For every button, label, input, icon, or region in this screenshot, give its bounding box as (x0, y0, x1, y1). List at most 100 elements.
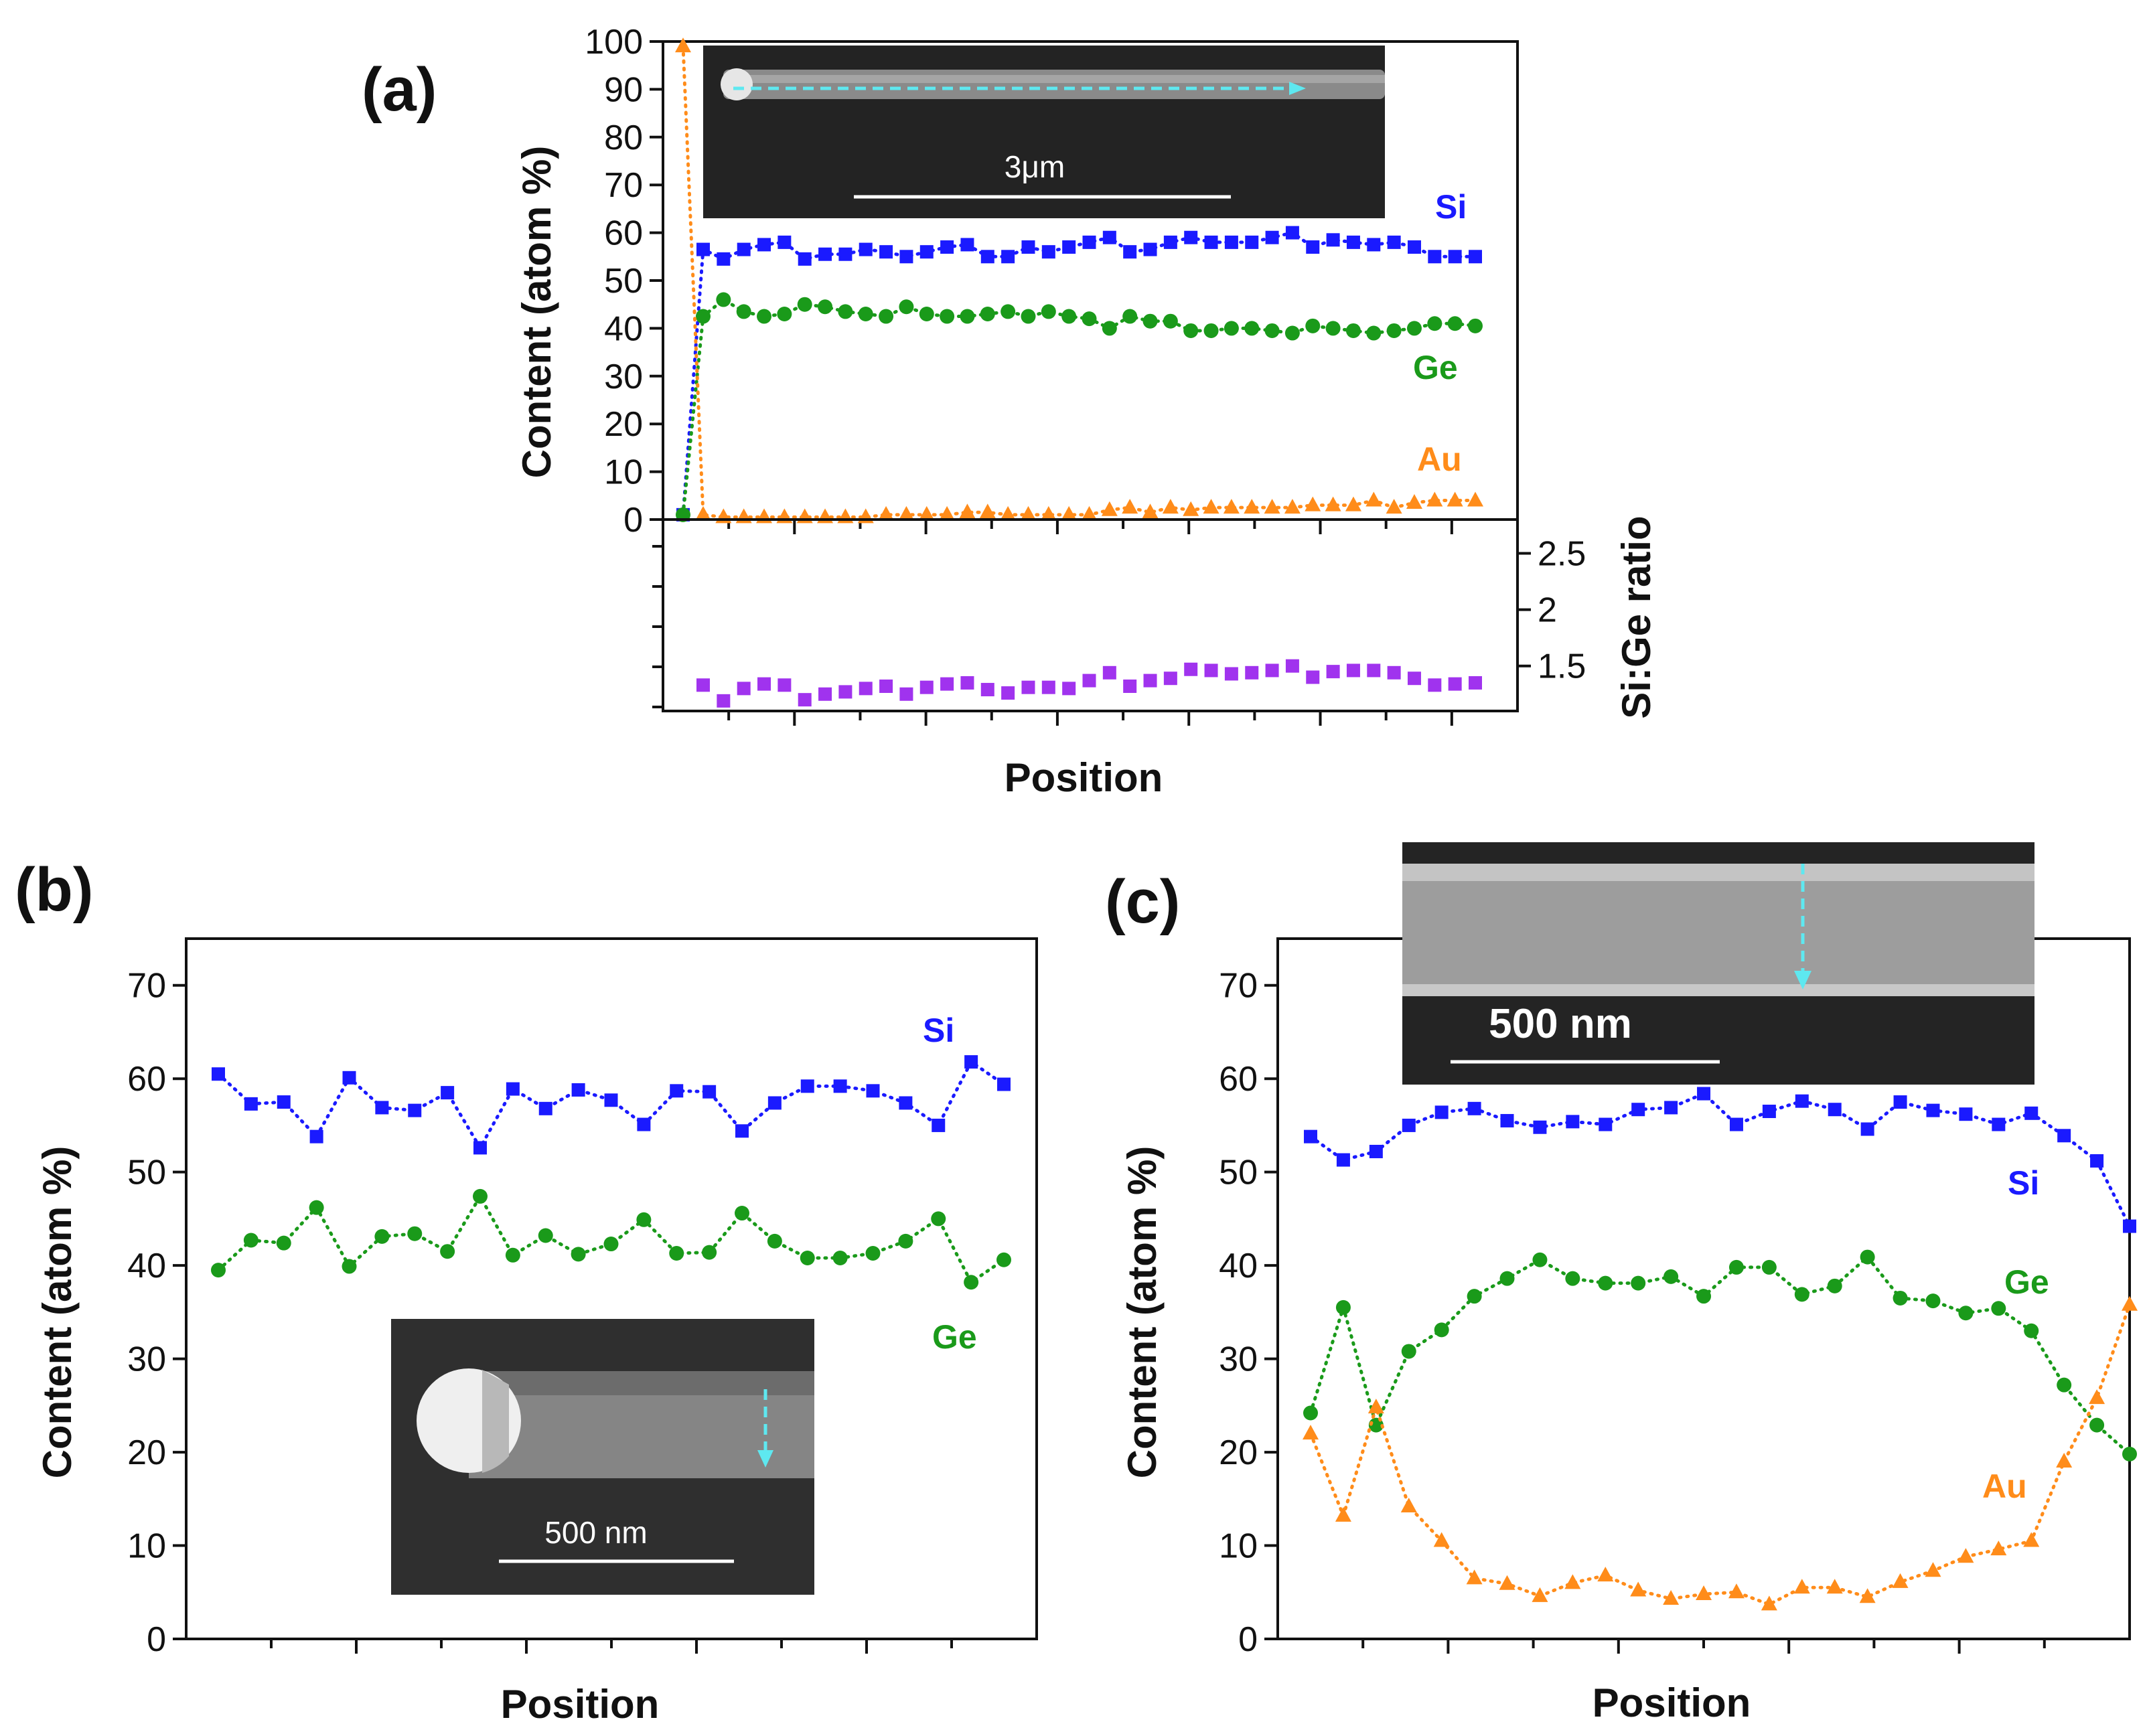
series-si-b-point (800, 1079, 814, 1093)
series-ge-a-point (858, 306, 873, 321)
series-ge-a-point (1284, 325, 1300, 341)
series-au-c-point (1957, 1548, 1974, 1563)
series-si-a-point (696, 242, 710, 256)
series-si-c-point (2057, 1129, 2071, 1143)
series-ge-a-point (1203, 323, 1219, 338)
series-ratio-point-a (1102, 665, 1116, 680)
series-si-a-point (1224, 235, 1238, 249)
series-ge-c-point (1761, 1259, 1777, 1275)
gold-tip-a (721, 68, 753, 100)
series-ge-a-point (1386, 323, 1402, 338)
series-au-a-point (1061, 505, 1078, 521)
series-si-c-point (2123, 1219, 2136, 1233)
y-tick-label: 2.5 (1538, 534, 1586, 573)
series-si-b-point (506, 1082, 520, 1096)
ratio-axis-title-a: Si:Ge ratio (1614, 516, 1659, 718)
y-tick-label: 40 (127, 1247, 166, 1285)
sem-inset-b: 500 nm (391, 1319, 814, 1595)
series-au-a-point (1467, 491, 1483, 507)
series-si-a-point (1143, 242, 1157, 256)
series-au-c-point (1335, 1506, 1351, 1522)
series-si-b-point (538, 1101, 552, 1115)
series-au-a-point (878, 505, 895, 521)
series-si-b-point (212, 1067, 225, 1081)
series-si-b-point (866, 1084, 880, 1098)
series-si-b-point (702, 1085, 717, 1099)
series-si-a-point (798, 252, 812, 266)
series-ge-b-point (702, 1245, 717, 1260)
x-axis-title-c: Position (1593, 1680, 1751, 1725)
series-ge-b-point (309, 1200, 324, 1215)
series-ratio-point-a (737, 682, 751, 696)
sem-inset-a: 3μm (703, 46, 1385, 218)
series-si-a-point (1041, 245, 1055, 259)
scale-label-b: 500 nm (544, 1515, 647, 1550)
series-ge-c-point (2057, 1377, 2072, 1393)
series-ge-a-point (1224, 321, 1239, 336)
y-tick-label: 50 (604, 262, 643, 301)
plot-a-bottom: 1.5 2 2.5 (652, 518, 1586, 726)
series-ratio-point-a (1387, 665, 1401, 680)
series-si-c-point (1828, 1103, 1842, 1117)
series-au-a-point (1365, 491, 1382, 507)
series-label-ge-a: Ge (1413, 349, 1458, 386)
series-ge-a-point (1061, 309, 1077, 324)
series-au-a-point (1000, 505, 1017, 521)
y-tick-label: 100 (585, 23, 643, 62)
y-tick-label: 10 (604, 453, 643, 492)
y-tick-label: 20 (1219, 1433, 1258, 1472)
y-tick-label: 30 (604, 358, 643, 396)
series-si-a-point (940, 240, 954, 254)
series-si-a-point (1428, 250, 1442, 264)
series-ge-a-point (696, 309, 711, 324)
series-si-a-point (1245, 235, 1259, 249)
series-label-si-a: Si (1435, 188, 1467, 226)
series-ge-c-point (1958, 1306, 1974, 1321)
series-ge-a-point (736, 304, 751, 319)
series-ge-c-point (1565, 1271, 1580, 1286)
series-ratio-point-a (1346, 663, 1360, 678)
series-au-a-point (1244, 499, 1260, 514)
series-ge-b-point (800, 1250, 815, 1265)
series-ge-b-point (571, 1247, 586, 1262)
series-ge-b-point (996, 1252, 1011, 1267)
series-si-c-point (1336, 1153, 1350, 1167)
series-si-c-point (1500, 1113, 1514, 1127)
series-ratio-point-a (1082, 674, 1096, 688)
series-si-b-point (964, 1055, 978, 1069)
series-si-b-point (604, 1093, 618, 1107)
series-si-a-point (1102, 230, 1116, 244)
series-ratio-point-a (1326, 665, 1340, 679)
series-au-c-point (1564, 1574, 1581, 1589)
tip-interface-b (482, 1370, 509, 1473)
series-si-c-point (1860, 1122, 1874, 1136)
series-ge-c-point (1401, 1344, 1416, 1359)
y-tick-label: 50 (1219, 1154, 1258, 1192)
y-tick-label: 40 (604, 309, 643, 348)
series-si-a-point (1123, 245, 1137, 259)
series-au-c-point (1728, 1583, 1745, 1599)
y-tick-label: 70 (127, 967, 166, 1006)
series-si-c-point (1729, 1117, 1743, 1131)
y-tick-label: 50 (127, 1154, 166, 1192)
series-ratio-point-a (696, 678, 710, 692)
y-tick-label: 30 (1219, 1340, 1258, 1379)
series-ratio-point-a (1469, 676, 1482, 690)
series-si-c-point (1402, 1118, 1416, 1132)
series-ge-b-point (473, 1188, 488, 1204)
y-axis-title-c: Content (atom %) (1120, 1146, 1165, 1479)
series-si-c-point (2024, 1106, 2039, 1120)
series-ratio-point-a (1204, 663, 1218, 678)
series-si-a-point (1163, 235, 1177, 249)
series-au-a-point (939, 505, 956, 521)
series-ge-a-point (1244, 321, 1260, 336)
series-si-a-point (1407, 240, 1421, 254)
series-si-b-point (408, 1103, 422, 1117)
nanowire-highlight-a (723, 75, 1385, 83)
series-si-a-point (859, 242, 873, 256)
series-ge-a-point (1163, 313, 1178, 329)
series-au-a-point (1162, 499, 1179, 514)
series-si-a-point (1204, 235, 1218, 249)
series-ge-b-point (735, 1206, 749, 1221)
series-au-c-point (1663, 1590, 1680, 1605)
